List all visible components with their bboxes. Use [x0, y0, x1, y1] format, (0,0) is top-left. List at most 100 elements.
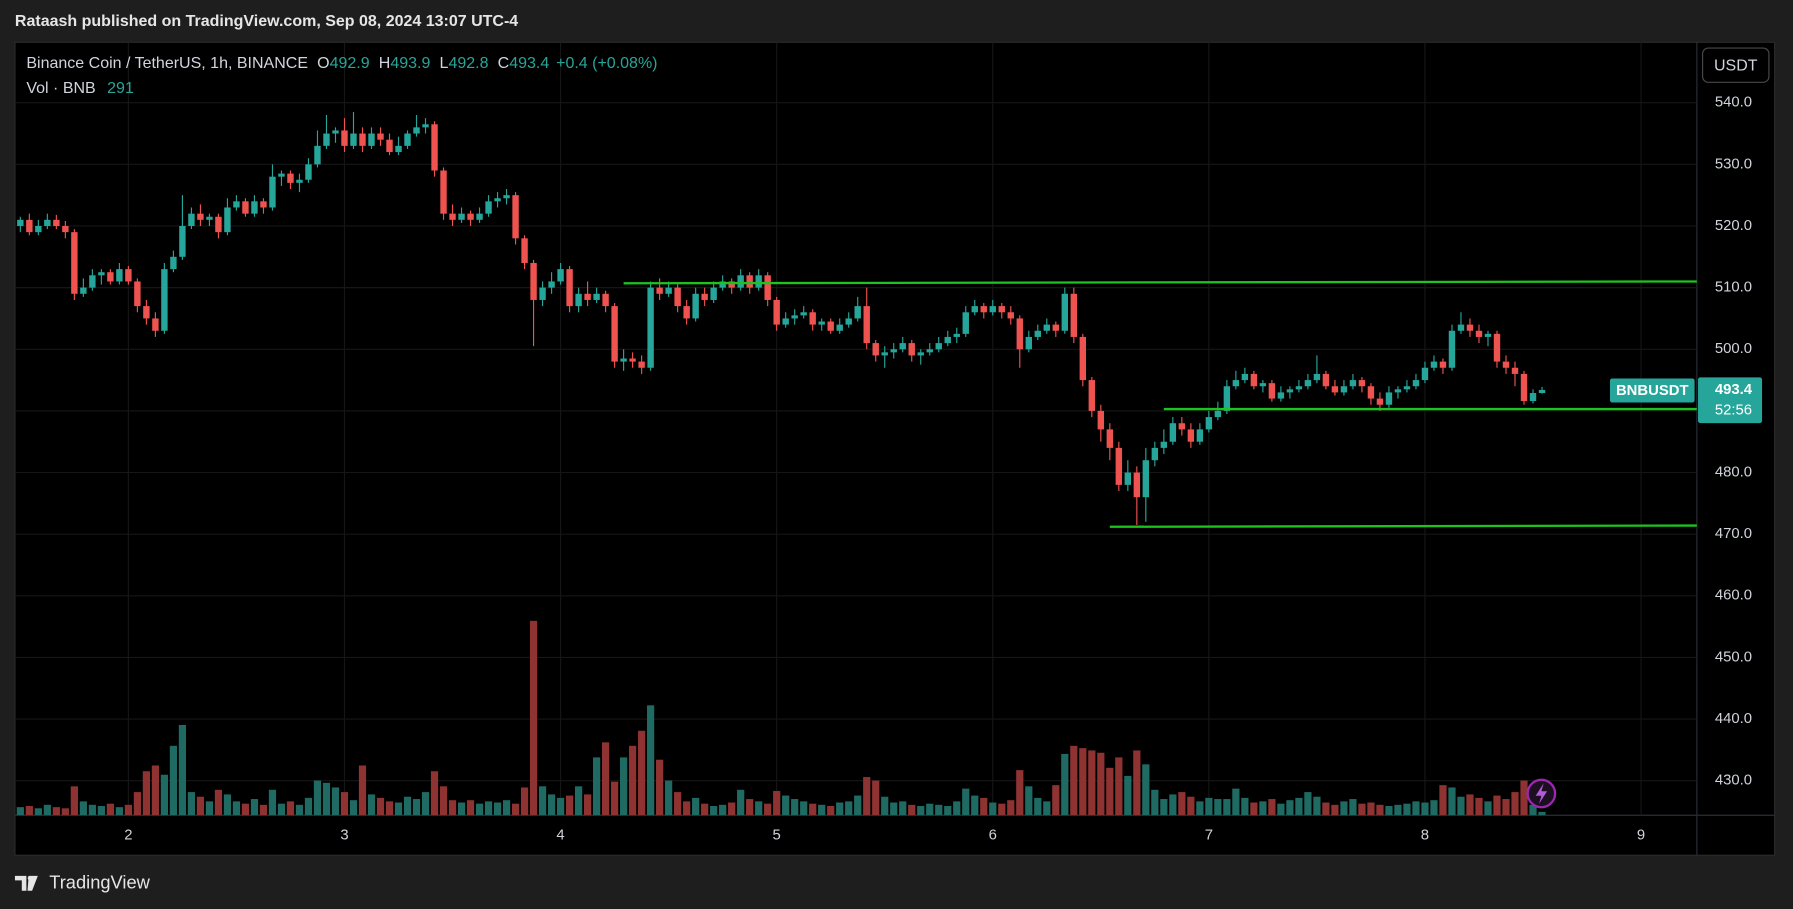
candle-body — [494, 198, 501, 202]
alert-icon[interactable] — [1526, 778, 1557, 809]
candle-body — [1475, 330, 1483, 337]
candle-body — [683, 306, 690, 319]
candle-body — [1439, 361, 1447, 368]
volume-bar — [1466, 794, 1474, 816]
volume-bar — [97, 805, 105, 816]
candle-body — [17, 219, 24, 226]
x-tick-label: 3 — [340, 828, 348, 844]
volume-bar — [592, 757, 601, 816]
currency-label: USDT — [1714, 58, 1758, 75]
volume-bar — [1385, 805, 1393, 816]
candle-body — [71, 232, 78, 294]
volume-bar — [1304, 792, 1312, 816]
volume-bar — [953, 801, 961, 816]
volume-bar — [935, 804, 943, 816]
candle-body — [152, 318, 159, 331]
volume-bar — [1097, 752, 1105, 816]
volume-bar — [160, 774, 169, 816]
volume-bar — [133, 792, 141, 816]
candle-body — [143, 306, 150, 319]
volume-bar — [710, 805, 718, 816]
volume-bar — [223, 794, 232, 816]
volume-bar — [205, 801, 214, 816]
volume-bar — [890, 802, 898, 816]
volume-bar — [601, 742, 610, 816]
countdown-label: 52:56 — [1715, 402, 1752, 418]
candle-body — [521, 238, 528, 263]
footer-logo[interactable] — [14, 875, 38, 891]
candle-body — [1277, 392, 1285, 399]
candle-body — [242, 201, 249, 214]
candle-body — [1250, 373, 1258, 387]
candle-body — [116, 269, 123, 282]
volume-bar — [340, 792, 349, 816]
volume-bar — [583, 794, 592, 816]
x-tick-label: 8 — [1421, 828, 1429, 844]
candle-body — [1007, 312, 1014, 319]
volume-legend: Vol · BNB 291 — [26, 80, 134, 97]
candle-body — [764, 275, 771, 300]
candle-body — [1538, 389, 1546, 394]
volume-bar — [1025, 786, 1033, 816]
volume-bar — [1034, 797, 1042, 816]
volume-bar — [457, 802, 466, 816]
candle-body — [1520, 373, 1528, 402]
candle-body — [710, 287, 717, 300]
candle-body — [305, 164, 312, 180]
volume-bar — [719, 804, 727, 816]
volume-bar — [773, 790, 781, 816]
candle-body — [89, 275, 96, 288]
ohlc-value: 492.8 — [448, 55, 488, 72]
volume-bar — [1448, 787, 1456, 816]
volume-bar — [809, 803, 817, 816]
candle-body — [629, 358, 636, 362]
volume-bar — [1349, 799, 1357, 816]
candle-body — [1376, 398, 1384, 405]
candle-body — [953, 333, 960, 337]
candle-body — [1034, 330, 1041, 337]
volume-bar — [520, 787, 529, 816]
volume-bar — [1214, 799, 1222, 816]
volume-bar — [313, 780, 322, 816]
candle-body — [233, 201, 240, 208]
ohlc-label: L — [440, 55, 449, 72]
volume-bar — [656, 759, 664, 816]
volume-bar — [34, 808, 42, 816]
volume-bar — [394, 802, 403, 816]
candle-body — [1151, 447, 1159, 461]
currency-button[interactable] — [1702, 47, 1770, 83]
candle-body — [1214, 410, 1222, 418]
candle-body — [62, 225, 69, 233]
volume-bar — [791, 799, 799, 816]
volume-bar — [1232, 788, 1240, 816]
candle-body — [692, 293, 699, 319]
candle-body — [1358, 380, 1366, 387]
volume-bar — [881, 796, 889, 816]
y-tick-label: 520.0 — [1715, 218, 1752, 234]
volume-bar — [944, 805, 952, 816]
candle-body — [269, 176, 276, 208]
volume-bar — [1520, 780, 1528, 816]
volume-bar — [782, 795, 790, 816]
volume-bar — [1187, 796, 1195, 816]
volume-bar — [1493, 795, 1501, 816]
volume-bar — [241, 803, 250, 816]
y-tick-label: 440.0 — [1715, 711, 1752, 727]
candle-body — [1043, 324, 1050, 331]
volume-bar — [214, 789, 223, 816]
volume-bar — [1070, 745, 1078, 816]
volume-bar — [565, 795, 574, 816]
volume-bar — [511, 803, 520, 816]
candle-body — [1313, 373, 1321, 381]
candle-body — [341, 130, 348, 146]
candle-body — [1322, 373, 1330, 387]
volume-bar — [1475, 797, 1483, 816]
volume-bar — [899, 801, 907, 816]
candle-body — [1394, 389, 1402, 393]
candle-body — [44, 219, 51, 226]
candle-body — [1160, 441, 1168, 448]
volume-bar — [322, 782, 331, 816]
volume-bar — [1268, 799, 1276, 816]
candle-body — [908, 343, 915, 356]
